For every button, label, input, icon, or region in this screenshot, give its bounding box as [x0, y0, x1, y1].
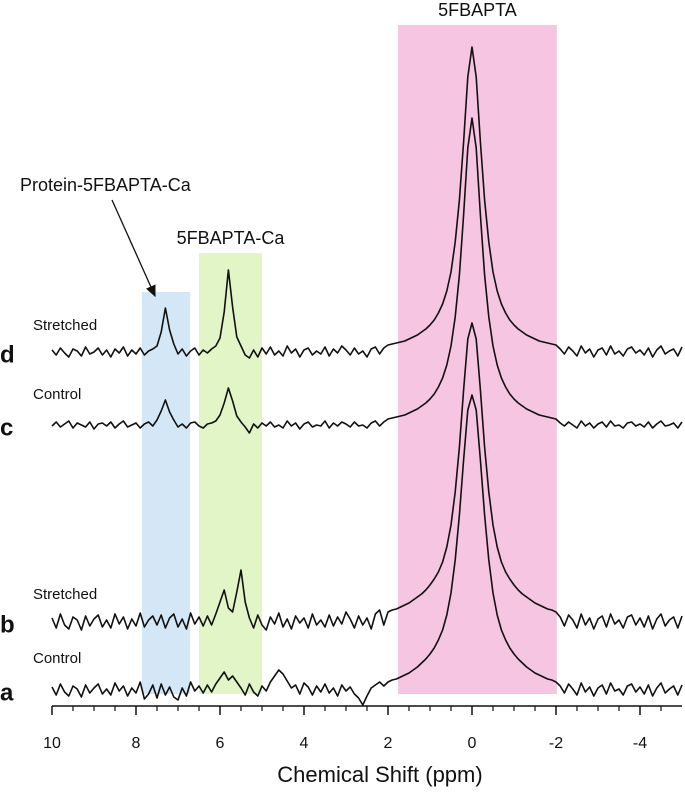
x-tick-label: 2	[384, 735, 393, 752]
trace-name: Stretched	[33, 586, 97, 603]
trace-letter: b	[0, 611, 15, 638]
spectrum-line	[51, 117, 683, 434]
x-tick-label: 4	[300, 735, 309, 752]
x-axis-label: Chemical Shift (ppm)	[277, 762, 482, 787]
x-axis: 10 8 6 4 2 0 -2 -4	[43, 705, 682, 752]
spectrum-line	[51, 46, 683, 359]
trace-letter: c	[0, 414, 13, 441]
highlight-region	[199, 253, 262, 694]
traces: d Stretched c Control b Stretched a Control	[0, 46, 683, 706]
x-tick-label: 6	[216, 735, 225, 752]
trace-name: Control	[33, 650, 81, 667]
x-tick-label: 0	[468, 735, 477, 752]
trace-name: Control	[33, 386, 81, 403]
annotation-arrow	[111, 199, 156, 298]
highlight-region	[141, 292, 191, 694]
spectrum-line	[51, 322, 683, 631]
trace-letter: a	[0, 679, 14, 706]
x-tick-label: -2	[549, 735, 563, 752]
x-tick-label: 10	[43, 735, 61, 752]
trace-name: Stretched	[33, 317, 97, 334]
x-tick-label: 8	[132, 735, 141, 752]
spectrum-line	[51, 394, 683, 706]
trace-letter: d	[0, 341, 15, 368]
region-label: 5FBAPTA-Ca	[177, 228, 286, 248]
region-label: 5FBAPTA	[438, 0, 517, 20]
x-tick-label: -4	[633, 735, 647, 752]
region-label: Protein-5FBAPTA-Ca	[20, 175, 192, 195]
